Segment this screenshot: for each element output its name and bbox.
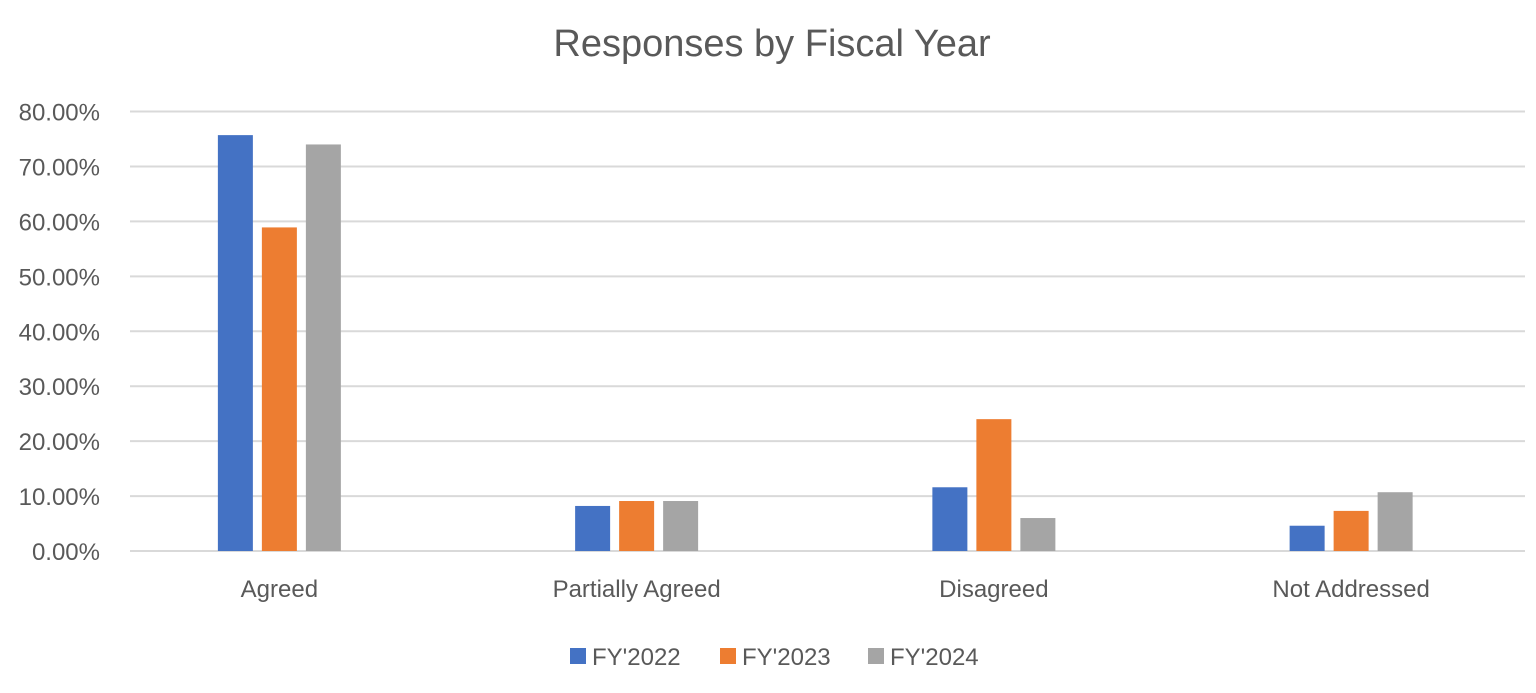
y-tick-label: 60.00% (19, 209, 100, 236)
y-tick-label: 0.00% (32, 539, 100, 566)
bar-not-addressed-0 (1289, 525, 1325, 551)
y-axis-ticks: 0.00% 10.00% 20.00% 30.00% 40.00% 50.00% 60.00… (19, 100, 100, 567)
x-tick-label: Partially Agreed (553, 576, 721, 603)
gridlines (130, 110, 1525, 552)
legend-swatch (570, 648, 586, 664)
x-tick-label: Agreed (241, 576, 318, 603)
bar-disagreed-1 (976, 419, 1012, 551)
y-tick-label: 40.00% (19, 319, 100, 346)
y-tick-label: 70.00% (19, 154, 100, 181)
bar-partially-agreed-1 (619, 501, 655, 551)
legend-label: FY'2024 (890, 644, 979, 671)
x-tick-label: Disagreed (939, 576, 1048, 603)
chart-title: Responses by Fiscal Year (553, 23, 991, 65)
x-axis-ticks: Agreed Partially Agreed Disagreed Not Addre… (241, 576, 1430, 603)
legend-swatch (868, 648, 884, 664)
bar-not-addressed-2 (1377, 492, 1413, 551)
y-tick-label: 20.00% (19, 429, 100, 456)
legend-label: FY'2022 (592, 644, 681, 671)
y-tick-label: 50.00% (19, 264, 100, 291)
y-tick-label: 30.00% (19, 374, 100, 401)
bar-not-addressed-1 (1333, 510, 1369, 551)
x-tick-label: Not Addressed (1272, 576, 1429, 603)
bar-partially-agreed-2 (663, 501, 699, 551)
legend-swatch (720, 648, 736, 664)
bar-disagreed-0 (932, 487, 968, 551)
bar-disagreed-2 (1020, 518, 1056, 551)
bar-agreed-2 (305, 144, 341, 551)
bar-agreed-0 (217, 135, 253, 552)
bars (217, 135, 1413, 552)
bar-agreed-1 (261, 227, 297, 551)
y-tick-label: 10.00% (19, 484, 100, 511)
y-tick-label: 80.00% (19, 100, 100, 127)
legend-label: FY'2023 (742, 644, 831, 671)
bar-partially-agreed-0 (575, 505, 611, 551)
legend: FY'2022 FY'2023 FY'2024 (570, 644, 979, 671)
